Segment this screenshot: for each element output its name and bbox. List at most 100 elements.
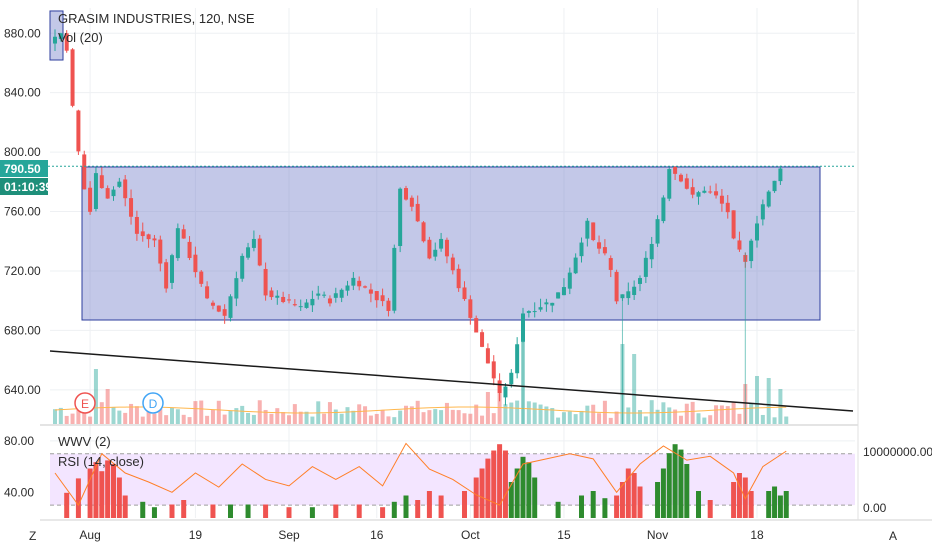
time-tick-label: 18	[750, 528, 764, 542]
price-tick-label: 840.00	[4, 86, 41, 100]
candle-body	[567, 272, 572, 289]
candle-body	[263, 268, 268, 296]
candle-body	[714, 191, 719, 196]
wwv-bar	[93, 462, 99, 518]
wwv-legend[interactable]: WWV (2)	[58, 434, 111, 449]
volume-bar	[228, 410, 233, 424]
wwv-bar	[736, 473, 742, 518]
candle-body	[257, 238, 262, 266]
auto-scale-button[interactable]	[882, 523, 906, 547]
candle-body	[298, 306, 303, 308]
candle-body	[322, 294, 327, 296]
price-tick-label: 800.00	[4, 145, 41, 159]
candle-body	[550, 302, 555, 306]
candle-body	[368, 289, 373, 294]
trendline[interactable]	[49, 350, 854, 412]
current-price-label: 790.50	[4, 162, 41, 176]
main-pane-grid	[50, 8, 855, 518]
volume-legend[interactable]: Vol (20)	[58, 30, 103, 45]
volume-bar	[632, 354, 637, 424]
wwv-bar	[678, 449, 684, 518]
candle-body	[667, 169, 672, 199]
price-tick-label: 680.00	[4, 323, 41, 337]
volume-bar	[386, 416, 391, 424]
volume-bar	[123, 412, 128, 424]
candle-body	[597, 242, 602, 249]
candle-body	[684, 178, 689, 189]
wwv-bar	[502, 450, 508, 518]
volume-bar	[210, 410, 215, 424]
wwv-bar	[783, 491, 789, 518]
volume-bar	[719, 405, 724, 424]
volume-bar	[784, 416, 789, 424]
range-box[interactable]	[81, 166, 821, 321]
volume-bar	[64, 415, 69, 424]
candle-body	[444, 239, 449, 257]
price-axis[interactable]: 880.00 840.00 800.00 760.00 720.00 680.00 640.…	[4, 26, 41, 397]
candle-body	[725, 202, 730, 213]
current-price-tag	[0, 160, 48, 177]
wwv-bar	[590, 491, 596, 518]
volume-bar	[263, 409, 268, 424]
candle-body	[579, 242, 584, 257]
candle-body	[58, 33, 63, 40]
candle-body	[374, 291, 379, 301]
candle-body	[532, 311, 537, 313]
candle-body	[251, 238, 256, 248]
candle-body	[573, 257, 578, 274]
wwv-bar	[672, 444, 678, 518]
candle-body	[181, 229, 186, 239]
volume-bar	[310, 416, 315, 424]
candle-body	[134, 216, 139, 234]
volume-bar	[532, 402, 537, 424]
candle-body	[175, 228, 180, 259]
candle-body	[53, 36, 57, 44]
lower-left-axis[interactable]: 80.00 40.00	[4, 434, 34, 499]
volume-bar	[357, 404, 362, 424]
candle-body	[316, 293, 321, 296]
small-selection-box[interactable]	[49, 10, 64, 61]
time-axis[interactable]: Aug 19 Sep 16 Oct 15 Nov 18	[79, 528, 764, 542]
candle-body	[620, 294, 625, 299]
lower-right-tick-label: 0.00	[863, 501, 887, 515]
event-marker-label: E	[81, 397, 89, 411]
candle-body	[515, 344, 520, 374]
candle-body	[731, 210, 736, 239]
lower-right-axis[interactable]: 10000000.00 0.00	[863, 445, 932, 515]
volume-bar	[497, 384, 502, 424]
wwv-bar	[333, 504, 339, 518]
volume-bar	[462, 413, 467, 424]
candle-body	[649, 243, 654, 260]
candle-body	[544, 302, 549, 305]
candle-body	[538, 307, 543, 310]
wwv-bar	[99, 471, 105, 518]
candle-body	[602, 247, 607, 254]
volume-bar	[175, 409, 180, 424]
volume-bar	[392, 417, 397, 424]
volume-bar	[638, 410, 642, 424]
candle-body	[281, 296, 286, 303]
candle-body	[485, 348, 490, 364]
zoom-button[interactable]	[22, 523, 46, 547]
volume-bar	[170, 407, 174, 424]
wwv-bar	[579, 495, 584, 518]
wwv-bar	[140, 501, 146, 518]
volume-bar	[99, 402, 104, 424]
volume-bar	[515, 400, 520, 424]
volume-bar	[626, 407, 631, 424]
volume-bar	[597, 413, 602, 424]
candle-body	[614, 271, 619, 302]
candle-body	[561, 287, 566, 296]
volume-bar	[714, 405, 719, 424]
chart-title[interactable]: GRASIM INDUSTRIES, 120, NSE	[58, 11, 255, 26]
candle-body	[509, 372, 514, 385]
volume-bar	[579, 410, 584, 424]
volume-bar	[88, 416, 93, 424]
rsi-legend[interactable]: RSI (14, close)	[58, 454, 144, 469]
wwv-bar	[532, 477, 538, 518]
event-marker-label: D	[149, 397, 158, 411]
wwv-bar	[64, 492, 70, 518]
volume-bar	[216, 400, 221, 424]
